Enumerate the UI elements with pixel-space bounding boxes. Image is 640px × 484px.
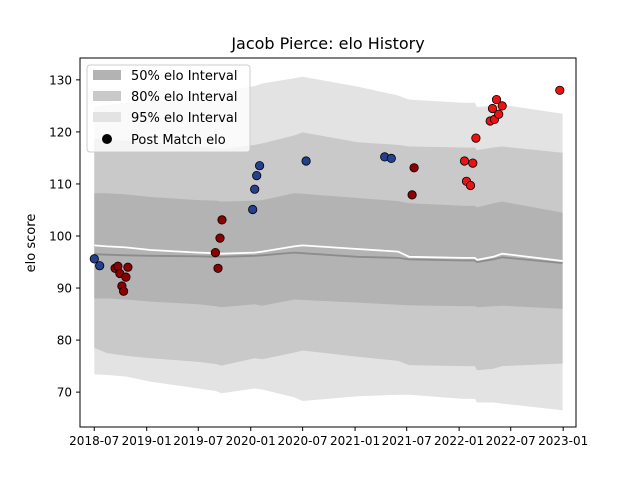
band-50 (94, 193, 563, 309)
x-tick-label: 2018-07 (69, 434, 119, 448)
post-match-elo-point (250, 184, 260, 194)
post-match-elo-point (301, 156, 311, 166)
x-tick-label: 2019-07 (173, 434, 223, 448)
legend-marker-post-match (102, 134, 112, 144)
y-tick-label: 70 (57, 386, 72, 400)
post-match-elo-point (215, 233, 225, 243)
elo-trend-lines (94, 244, 563, 264)
y-axis: 70 80 90 100 110 120 130 (49, 73, 80, 400)
post-match-elo-point (119, 286, 129, 296)
y-tick-label: 90 (57, 282, 72, 296)
post-match-elo-point (459, 156, 470, 166)
y-tick-label: 80 (57, 334, 72, 348)
legend-label-post-match: Post Match elo (131, 133, 226, 148)
x-tick-label: 2019-01 (122, 434, 172, 448)
x-tick-label: 2023-01 (538, 434, 588, 448)
legend-swatch-50 (93, 70, 121, 80)
post-match-elo-point (465, 180, 476, 191)
y-tick-label: 130 (49, 73, 72, 87)
chart-title: Jacob Pierce: elo History (230, 34, 424, 53)
x-tick-label: 2021-01 (330, 434, 380, 448)
post-match-elo-point (409, 163, 419, 173)
x-tick-label: 2020-07 (278, 434, 328, 448)
plot-area-frame (79, 57, 577, 428)
legend-frame (86, 64, 251, 153)
post-match-elo-points (89, 85, 565, 296)
post-match-elo-point (386, 153, 396, 163)
post-match-elo-point (89, 254, 99, 264)
legend-label-95: 95% elo Interval (131, 111, 238, 126)
post-match-elo-point (121, 272, 131, 282)
post-match-elo-point (491, 95, 502, 105)
post-match-elo-point (255, 161, 265, 171)
post-match-elo-point (123, 262, 133, 272)
median-elo-line (94, 244, 563, 262)
y-axis-label: elo score (24, 214, 39, 273)
legend-label-80: 80% elo Interval (131, 90, 238, 105)
legend: 50% elo Interval 80% elo Interval 95% el… (86, 64, 251, 153)
post-match-elo-point (213, 263, 223, 273)
post-match-elo-point (210, 248, 220, 258)
post-match-elo-point (494, 109, 504, 119)
y-tick-label: 120 (49, 125, 72, 139)
x-tick-label: 2020-01 (226, 434, 276, 448)
x-tick-label: 2022-07 (486, 434, 536, 448)
post-match-elo-point (95, 261, 105, 271)
elo-interval-bands (94, 76, 563, 411)
post-match-elo-point (252, 171, 262, 181)
post-match-elo-point (497, 101, 507, 111)
legend-swatch-80 (93, 91, 121, 101)
post-match-elo-point (487, 103, 498, 114)
post-match-elo-point (555, 85, 565, 95)
post-match-elo-point (468, 158, 478, 168)
legend-label-50: 50% elo Interval (131, 69, 238, 84)
post-match-elo-point (407, 190, 417, 200)
x-axis: 2018-07 2019-01 2019-07 2020-01 2020-07 2021-… (69, 427, 588, 448)
post-match-elo-point (471, 133, 481, 143)
post-match-elo-point (217, 215, 227, 225)
y-tick-label: 110 (49, 177, 72, 191)
post-match-elo-point (248, 204, 258, 215)
mean-elo-line (94, 251, 563, 264)
x-tick-label: 2022-01 (434, 434, 484, 448)
x-tick-label: 2021-07 (382, 434, 432, 448)
y-tick-label: 100 (49, 229, 72, 243)
legend-swatch-95 (93, 112, 121, 122)
